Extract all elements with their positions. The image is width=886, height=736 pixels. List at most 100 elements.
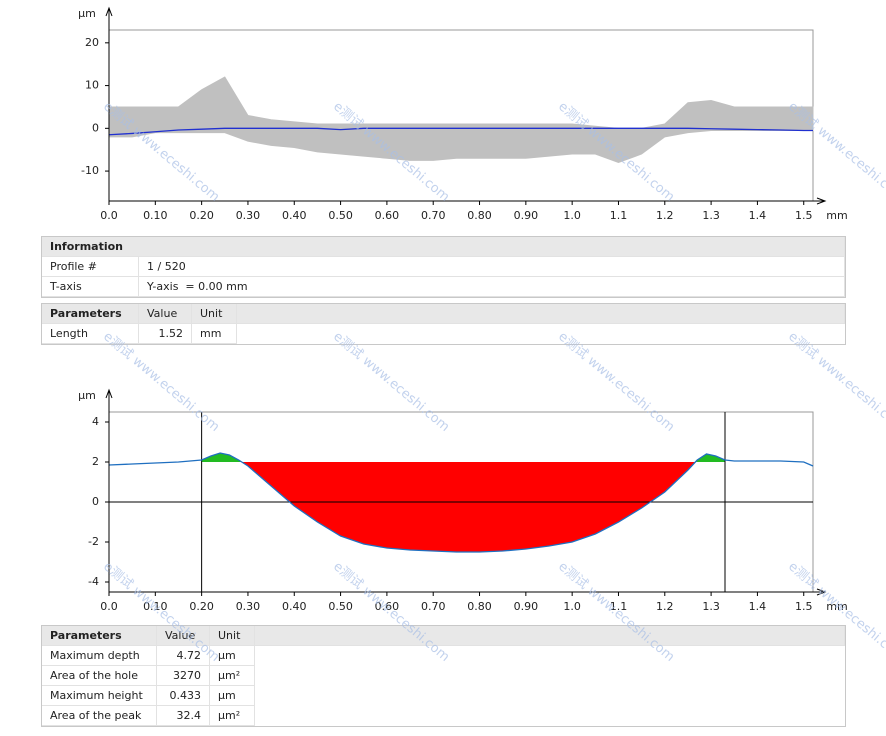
table-cell: mm <box>191 323 237 344</box>
y-unit: µm <box>78 389 96 402</box>
table-row: Profile #1 / 520 <box>42 256 845 277</box>
x-tick-label: 1.4 <box>749 209 767 222</box>
y-axis <box>105 388 113 592</box>
table-cell: Profile # <box>42 256 139 277</box>
table-cell: 1 / 520 <box>138 256 845 277</box>
y-unit: µm <box>78 7 96 20</box>
profile-line <box>108 127 813 136</box>
x-tick-label: 1.0 <box>563 600 581 613</box>
x-tick-label: 0.20 <box>189 600 214 613</box>
y-tick-label: -10 <box>81 164 99 177</box>
x-tick-label: 0.30 <box>236 600 261 613</box>
x-tick-label: 0.50 <box>328 209 353 222</box>
plot-frame <box>109 29 814 201</box>
x-tick-label: 0.40 <box>282 209 307 222</box>
info-panel: Information Profile #1 / 520 T-axis Y-axis … <box>41 236 846 298</box>
table-cell: µm <box>209 645 255 666</box>
x-tick-label: 1.3 <box>702 209 720 222</box>
info-table: Information Profile #1 / 520 T-axis Y-axis … <box>42 237 845 297</box>
x-tick-label: 0.70 <box>421 600 446 613</box>
table-filler <box>255 706 845 726</box>
x-tick-label: 0.80 <box>467 600 492 613</box>
parameters-panel: Parameters Value Unit Length 1.52 mm <box>41 303 846 345</box>
table-row: Information <box>42 237 845 257</box>
y-tick-label: 20 <box>85 36 99 49</box>
table-header: Value <box>156 626 210 646</box>
x-tick-label: 0.90 <box>514 600 539 613</box>
table-cell: Maximum depth <box>42 645 157 666</box>
x-tick-label: 1.4 <box>749 600 767 613</box>
table-row: Parameters Value Unit <box>42 304 845 324</box>
table-cell: 4.72 <box>156 645 210 666</box>
x-tick-label: 0.30 <box>236 209 261 222</box>
table-cell: Length <box>42 323 139 344</box>
x-unit: mm <box>826 209 847 222</box>
table-cell: Maximum height <box>42 685 157 706</box>
table-cell: Area of the hole <box>42 665 157 686</box>
table-filler <box>255 666 845 686</box>
table-filler <box>254 626 845 646</box>
x-tick-label: 1.5 <box>795 600 813 613</box>
y-tick-label: 4 <box>92 415 99 428</box>
table-header: Parameters <box>42 626 157 646</box>
x-tick-label: 1.2 <box>656 209 674 222</box>
x-tick-label: 0.10 <box>143 600 168 613</box>
x-tick-label: 0.80 <box>467 209 492 222</box>
table-cell: µm² <box>209 665 255 686</box>
table-filler <box>237 324 845 344</box>
table-cell: Y-axis = 0.00 mm <box>138 276 845 297</box>
x-tick-label: 0.20 <box>189 209 214 222</box>
x-tick-label: 0.90 <box>514 209 539 222</box>
y-tick-label: 0 <box>92 495 99 508</box>
table-cell: µm² <box>209 705 255 726</box>
table-cell: 0.433 <box>156 685 210 706</box>
results-table: Parameters Value Unit Maximum depth 4.72 µm Ar… <box>42 626 845 726</box>
x-tick-label: 0.10 <box>143 209 168 222</box>
table-header: Value <box>138 304 192 324</box>
y-tick-label: 0 <box>92 121 99 134</box>
parameters-table: Parameters Value Unit Length 1.52 mm <box>42 304 845 344</box>
table-cell: 1.52 <box>138 323 192 344</box>
table-row: Area of the hole 3270 µm² <box>42 665 845 686</box>
y-axis <box>105 6 113 201</box>
table-row: T-axis Y-axis = 0.00 mm <box>42 276 845 297</box>
x-tick-label: 0.0 <box>100 209 118 222</box>
table-filler <box>236 304 845 324</box>
x-tick-label: 0.40 <box>282 600 307 613</box>
x-tick-label: 0.60 <box>375 600 400 613</box>
y-tick-label: 10 <box>85 79 99 92</box>
x-tick-label: 1.3 <box>702 600 720 613</box>
table-row: Maximum height 0.433 µm <box>42 685 845 706</box>
x-tick-label: 0.50 <box>328 600 353 613</box>
y-tick-label: -4 <box>88 575 99 588</box>
x-axis <box>109 588 827 596</box>
table-row: Parameters Value Unit <box>42 626 845 646</box>
table-row: Maximum depth 4.72 µm <box>42 645 845 666</box>
table-filler <box>255 646 845 666</box>
x-tick-label: 1.0 <box>563 209 581 222</box>
y-tick-label: 2 <box>92 455 99 468</box>
x-axis <box>109 197 827 205</box>
table-row: Area of the peak 32.4 µm² <box>42 705 845 726</box>
table-filler <box>255 686 845 706</box>
y-tick-label: -2 <box>88 535 99 548</box>
x-tick-label: 1.1 <box>610 209 628 222</box>
table-cell: 3270 <box>156 665 210 686</box>
plot-frame <box>109 411 814 592</box>
x-unit: mm <box>826 600 847 613</box>
table-cell: T-axis <box>42 276 139 297</box>
results-panel: Parameters Value Unit Maximum depth 4.72 µm Ar… <box>41 625 846 727</box>
x-tick-label: 1.2 <box>656 600 674 613</box>
table-cell: Area of the peak <box>42 705 157 726</box>
table-row: Length 1.52 mm <box>42 323 845 344</box>
table-cell: 32.4 <box>156 705 210 726</box>
x-tick-label: 0.70 <box>421 209 446 222</box>
table-header: Parameters <box>42 304 139 324</box>
profile-line <box>108 452 814 553</box>
x-tick-label: 1.5 <box>795 209 813 222</box>
hole-area <box>201 462 725 552</box>
table-cell: µm <box>209 685 255 706</box>
table-header: Unit <box>191 304 237 324</box>
